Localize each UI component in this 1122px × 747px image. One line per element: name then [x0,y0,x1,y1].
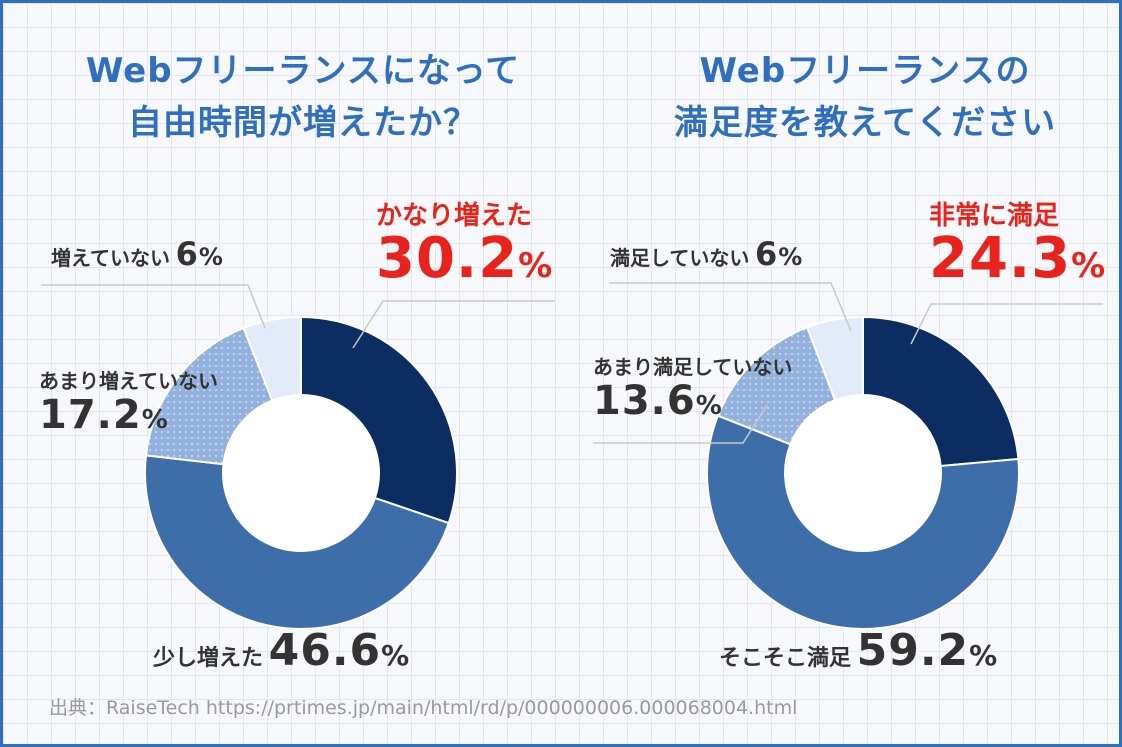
chart2-label-somewhat: そこそこ満足 59.2% [719,625,998,676]
chart1-label-slightly: あまり増えていない 17.2% [39,365,218,438]
chart1-value-2: 17.2% [39,392,169,438]
chart1-title: Webフリーランスになって 自由時間が増えたか？ [23,45,583,149]
chart1-label-little-name: 少し増えた [153,646,264,671]
chart2-title-line2: 満足度を教えてください [673,103,1057,143]
chart2-leader-none [609,282,852,332]
chart1-label-none: 増えていない 6% [51,235,224,273]
chart1-unit-0: % [518,246,554,286]
chart2-label-somewhat-name: そこそこ満足 [719,646,852,671]
chart2-slice-2-texture [717,327,836,445]
chart2-label-highlight: 非常に満足 24.3% [929,195,1106,291]
chart1-title-line1: Webフリーランスになって [85,51,521,91]
label-leader-lines [41,282,1103,444]
chart1-label-highlight-name: かなり増えた [376,201,533,231]
chart2-value-3: 6% [754,235,804,273]
chart2-label-highlight-value: 24.3% [929,226,1106,291]
chart1-label-none-name: 増えていない [51,246,170,270]
chart2-value-1: 59.2% [856,625,999,676]
chart2-label-slightly: あまり満足していない 13.6% [593,351,792,424]
chart1-value-3: 6% [175,235,224,273]
chart2-hole [785,395,941,551]
chart1-hole [223,395,379,551]
chart1-value-1: 46.6% [268,625,411,676]
chart1-label-slightly-name: あまり増えていない [39,369,218,393]
chart2-label-highlight-name: 非常に満足 [929,201,1060,231]
chart2-label-none: 満足していない 6% [610,235,803,273]
chart2-donut [706,315,1020,630]
chart2-unit-0: % [1071,246,1107,286]
chart1-label-little: 少し増えた 46.6% [153,625,410,676]
chart1-value-0: 30.2 [376,226,519,291]
chart1-leader-highlight [352,300,555,349]
chart1-title-line2: 自由時間が増えたか？ [128,103,478,143]
chart1-leader-none [41,284,266,329]
chart2-title-line1: Webフリーランスの [699,51,1031,91]
source-citation: 出典：RaiseTech https://prtimes.jp/main/htm… [49,697,798,719]
chart2-leader-highlight [910,303,1103,345]
chart2-leader-slightly [593,404,768,444]
chart2-value-2: 13.6% [593,378,723,424]
donut-charts [41,282,1103,630]
chart2-label-none-name: 満足していない [610,246,750,270]
chart1-slice-2-texture [145,327,273,465]
chart2-label-slightly-name: あまり満足していない [593,355,793,379]
chart1-donut [144,315,458,630]
chart2-value-0: 24.3 [929,226,1072,291]
chart1-label-highlight-value: 30.2% [376,226,553,291]
chart2-title: Webフリーランスの 満足度を教えてください [585,45,1119,149]
chart1-label-highlight: かなり増えた 30.2% [376,195,553,291]
